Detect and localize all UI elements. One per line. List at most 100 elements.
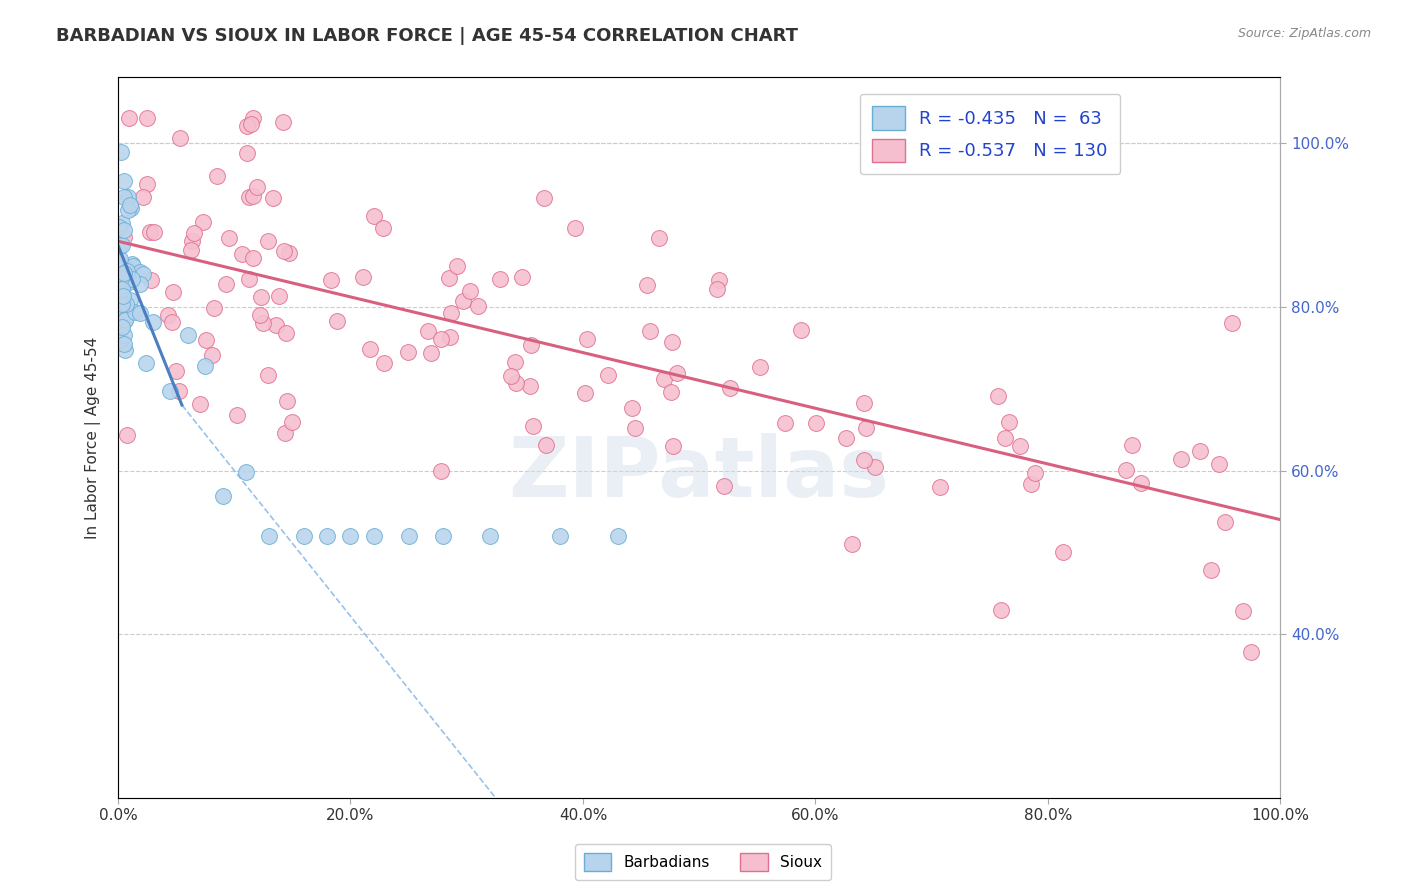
- Point: [110, 260, 132, 275]
- Point: [169, 130, 191, 145]
- Point: [257, 529, 280, 543]
- Point: [129, 265, 152, 279]
- Point: [177, 327, 200, 342]
- Point: [235, 465, 257, 479]
- Point: [453, 293, 475, 308]
- Point: [135, 177, 157, 191]
- Point: [242, 112, 264, 126]
- Point: [139, 225, 162, 239]
- Point: [606, 529, 628, 543]
- Point: [990, 603, 1012, 617]
- Point: [117, 190, 139, 204]
- Point: [503, 355, 526, 369]
- Point: [636, 277, 658, 292]
- Point: [855, 420, 877, 434]
- Point: [115, 264, 138, 278]
- Point: [117, 203, 139, 218]
- Point: [112, 327, 135, 342]
- Point: [790, 322, 813, 336]
- Point: [1220, 316, 1243, 330]
- Point: [416, 324, 439, 338]
- Point: [250, 290, 273, 304]
- Point: [363, 209, 385, 223]
- Point: [624, 421, 647, 435]
- Point: [446, 259, 468, 273]
- Point: [274, 326, 297, 341]
- Point: [499, 368, 522, 383]
- Point: [188, 397, 211, 411]
- Point: [159, 384, 181, 398]
- Point: [110, 271, 132, 285]
- Point: [276, 394, 298, 409]
- Point: [239, 117, 262, 131]
- Point: [326, 314, 349, 328]
- Point: [107, 293, 129, 308]
- Point: [1232, 604, 1254, 618]
- Point: [713, 478, 735, 492]
- Point: [852, 452, 875, 467]
- Point: [257, 234, 280, 248]
- Point: [202, 301, 225, 315]
- Point: [114, 308, 136, 322]
- Point: [107, 219, 129, 234]
- Point: [132, 190, 155, 204]
- Point: [519, 337, 541, 351]
- Point: [112, 174, 135, 188]
- Point: [489, 272, 512, 286]
- Point: [256, 368, 278, 383]
- Point: [398, 529, 420, 543]
- Point: [467, 299, 489, 313]
- Point: [108, 333, 131, 347]
- Point: [458, 284, 481, 298]
- Point: [718, 381, 741, 395]
- Point: [181, 234, 204, 248]
- Point: [108, 252, 131, 266]
- Point: [373, 356, 395, 370]
- Point: [121, 272, 143, 286]
- Point: [363, 529, 385, 543]
- Point: [1115, 462, 1137, 476]
- Point: [852, 395, 875, 409]
- Point: [659, 384, 682, 399]
- Point: [110, 274, 132, 288]
- Point: [548, 529, 571, 543]
- Point: [661, 335, 683, 350]
- Point: [804, 416, 827, 430]
- Point: [132, 267, 155, 281]
- Y-axis label: In Labor Force | Age 45-54: In Labor Force | Age 45-54: [86, 336, 101, 539]
- Point: [316, 529, 339, 543]
- Point: [1008, 439, 1031, 453]
- Point: [574, 385, 596, 400]
- Point: [112, 260, 135, 274]
- Point: [706, 282, 728, 296]
- Point: [114, 343, 136, 357]
- Point: [339, 529, 361, 543]
- Text: Source: ZipAtlas.com: Source: ZipAtlas.com: [1237, 27, 1371, 40]
- Point: [242, 188, 264, 202]
- Point: [1240, 645, 1263, 659]
- Point: [167, 384, 190, 399]
- Point: [238, 272, 260, 286]
- Point: [292, 529, 315, 543]
- Point: [118, 293, 141, 307]
- Point: [194, 333, 217, 347]
- Point: [111, 216, 134, 230]
- Point: [111, 282, 134, 296]
- Point: [998, 415, 1021, 429]
- Point: [112, 277, 135, 292]
- Point: [429, 464, 451, 478]
- Point: [432, 529, 454, 543]
- Point: [775, 416, 797, 430]
- Point: [359, 342, 381, 356]
- Point: [440, 306, 463, 320]
- Point: [115, 307, 138, 321]
- Point: [238, 190, 260, 204]
- Legend: R = -0.435   N =  63, R = -0.537   N = 130: R = -0.435 N = 63, R = -0.537 N = 130: [859, 94, 1121, 174]
- Point: [534, 438, 557, 452]
- Point: [1213, 515, 1236, 529]
- Point: [242, 251, 264, 265]
- Point: [160, 315, 183, 329]
- Point: [236, 119, 259, 133]
- Point: [420, 346, 443, 360]
- Point: [264, 318, 287, 332]
